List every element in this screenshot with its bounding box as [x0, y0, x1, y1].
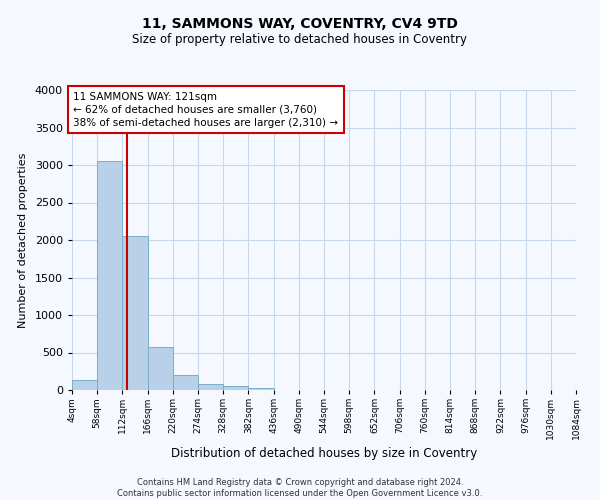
Bar [248, 388, 274, 390]
Text: Contains HM Land Registry data © Crown copyright and database right 2024.
Contai: Contains HM Land Registry data © Crown c… [118, 478, 482, 498]
Bar [198, 384, 223, 390]
Bar [97, 160, 122, 390]
X-axis label: Distribution of detached houses by size in Coventry: Distribution of detached houses by size … [171, 448, 477, 460]
Bar [223, 386, 248, 390]
Bar [173, 375, 198, 390]
Text: 11 SAMMONS WAY: 121sqm
← 62% of detached houses are smaller (3,760)
38% of semi-: 11 SAMMONS WAY: 121sqm ← 62% of detached… [73, 92, 338, 128]
Bar [72, 380, 97, 390]
Bar [122, 236, 148, 390]
Y-axis label: Number of detached properties: Number of detached properties [18, 152, 28, 328]
Text: Size of property relative to detached houses in Coventry: Size of property relative to detached ho… [133, 32, 467, 46]
Bar [148, 347, 173, 390]
Text: 11, SAMMONS WAY, COVENTRY, CV4 9TD: 11, SAMMONS WAY, COVENTRY, CV4 9TD [142, 18, 458, 32]
